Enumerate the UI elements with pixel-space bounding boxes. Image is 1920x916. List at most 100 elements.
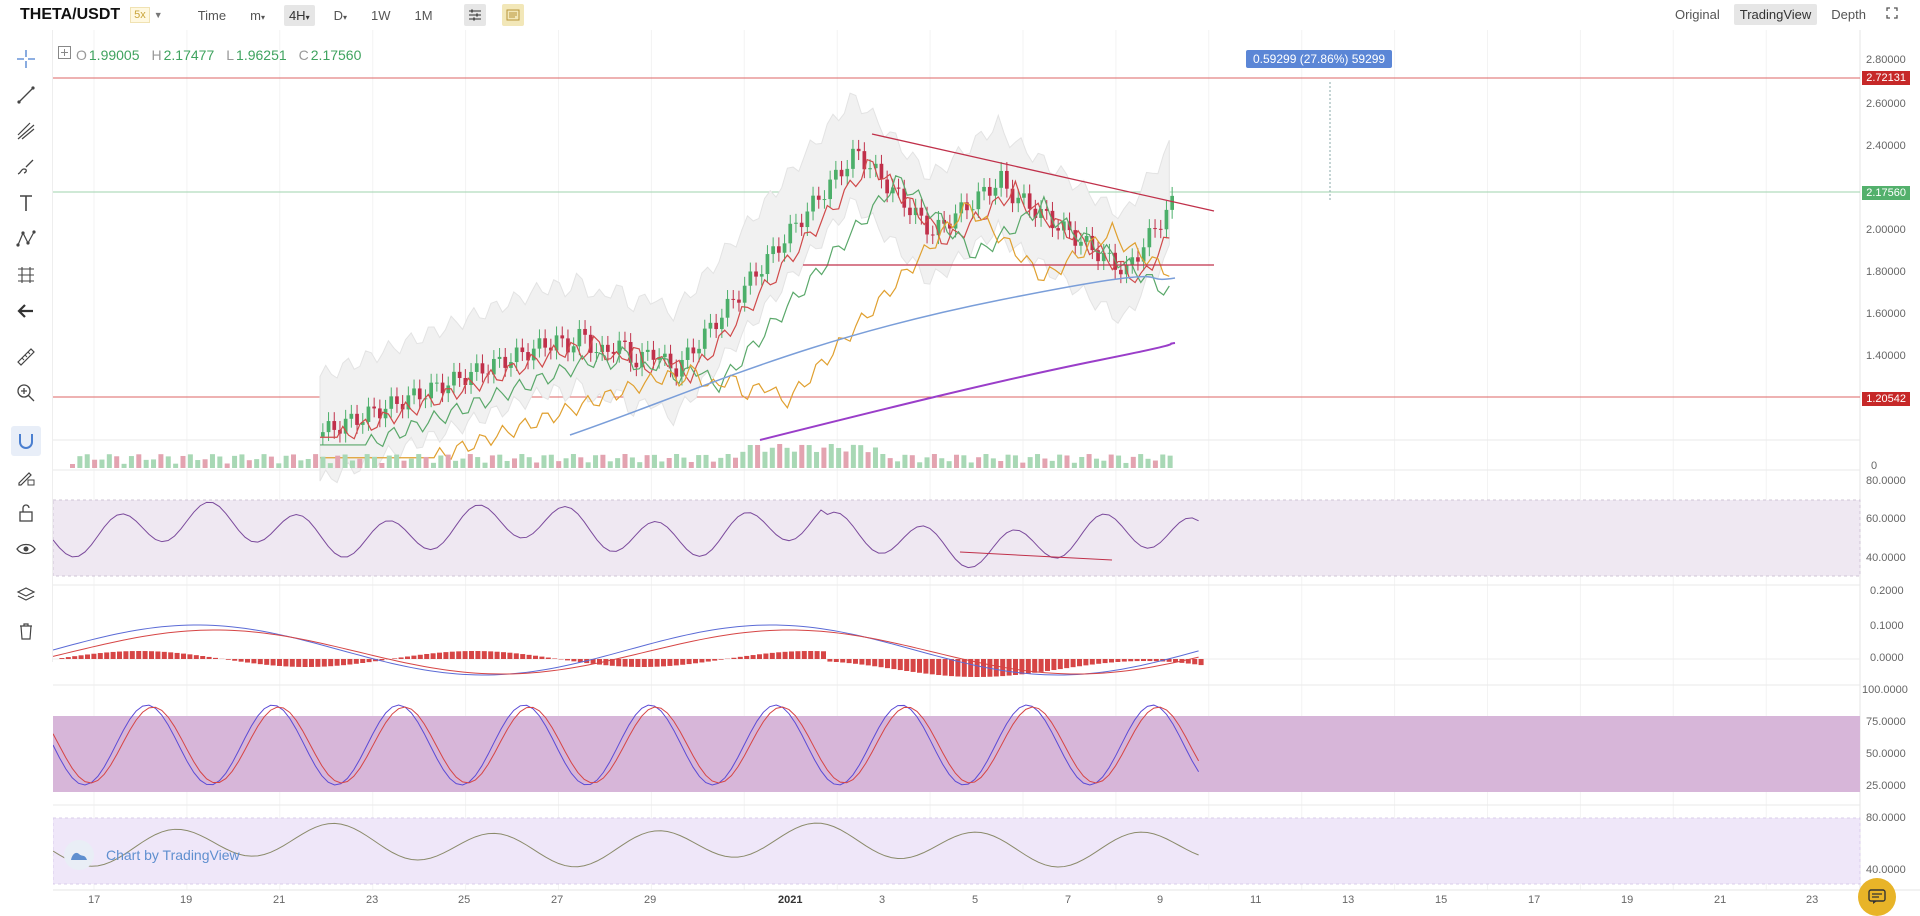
indicators-icon[interactable] bbox=[502, 4, 524, 26]
ohlc-low-label: L bbox=[226, 47, 234, 63]
macd-histogram-bar bbox=[1083, 659, 1088, 665]
volume-bar bbox=[792, 452, 797, 468]
candle-body bbox=[697, 349, 701, 354]
macd-histogram-bar bbox=[232, 659, 237, 661]
price-chart[interactable] bbox=[53, 30, 1920, 910]
zoom-icon[interactable] bbox=[11, 378, 41, 408]
time-axis-label: 27 bbox=[551, 894, 563, 906]
high-line-price-tag: 2.72131 bbox=[1862, 71, 1910, 85]
volume-bar bbox=[343, 454, 348, 468]
crosshair-icon[interactable] bbox=[11, 44, 41, 74]
interval-minutes[interactable]: m▾ bbox=[245, 5, 270, 26]
candle-body bbox=[635, 363, 639, 367]
volume-bar bbox=[1057, 455, 1062, 468]
volume-bar bbox=[379, 463, 384, 468]
lock-draw-icon[interactable] bbox=[11, 462, 41, 492]
measure-tool-icon[interactable] bbox=[11, 260, 41, 290]
volume-bar bbox=[357, 459, 362, 468]
back-arrow-icon[interactable] bbox=[11, 296, 41, 326]
macd-histogram-bar bbox=[808, 651, 813, 659]
macd-histogram-bar bbox=[277, 659, 282, 666]
macd-histogram-bar bbox=[802, 651, 807, 659]
macd-histogram-bar bbox=[168, 652, 173, 659]
interval-month[interactable]: 1M bbox=[410, 5, 438, 26]
macd-histogram-bar bbox=[264, 659, 269, 665]
tradingview-watermark[interactable]: Chart by TradingView bbox=[64, 840, 240, 870]
volume-bar bbox=[821, 448, 826, 468]
volume-bar bbox=[858, 445, 863, 468]
candle-body bbox=[760, 274, 764, 277]
volume-bar bbox=[1109, 455, 1114, 468]
macd-histogram-bar bbox=[539, 657, 544, 659]
brush-icon[interactable] bbox=[11, 152, 41, 182]
low-line-price-tag: 1.20542 bbox=[1862, 392, 1910, 406]
leverage-badge[interactable]: 5x bbox=[130, 7, 150, 23]
candle-body bbox=[1016, 198, 1020, 203]
volume-bar bbox=[674, 454, 679, 468]
macd-histogram-bar bbox=[245, 659, 250, 663]
view-depth[interactable]: Depth bbox=[1825, 4, 1872, 25]
interval-4h[interactable]: 4H▾ bbox=[284, 5, 315, 26]
eye-icon[interactable] bbox=[11, 534, 41, 564]
symbol-title[interactable]: THETA/USDT bbox=[20, 6, 120, 24]
interval-day[interactable]: D▾ bbox=[329, 5, 352, 26]
trendline-icon[interactable] bbox=[11, 80, 41, 110]
ruler-icon[interactable] bbox=[11, 342, 41, 372]
volume-bar bbox=[210, 454, 215, 468]
macd-histogram-bar bbox=[437, 653, 442, 659]
layers-icon[interactable] bbox=[11, 580, 41, 610]
interval-time[interactable]: Time bbox=[193, 5, 231, 26]
top-toolbar: THETA/USDT 5x ▼ Time m▾ 4H▾ D▾ 1W 1M Ori… bbox=[0, 0, 1920, 30]
macd-histogram-bar bbox=[1071, 659, 1076, 667]
volume-bar bbox=[225, 463, 230, 468]
fullscreen-icon[interactable] bbox=[1880, 4, 1904, 25]
settings-sliders-icon[interactable] bbox=[464, 4, 486, 26]
trash-icon[interactable] bbox=[11, 616, 41, 646]
time-axis-label: 19 bbox=[1621, 894, 1633, 906]
view-tradingview[interactable]: TradingView bbox=[1734, 4, 1818, 25]
macd-histogram-bar bbox=[431, 653, 436, 659]
volume-bar bbox=[446, 455, 451, 468]
volume-bar bbox=[350, 461, 355, 468]
candle-body bbox=[811, 196, 815, 212]
volume-bar bbox=[107, 454, 112, 468]
view-original[interactable]: Original bbox=[1669, 4, 1726, 25]
candle-body bbox=[515, 348, 519, 363]
text-icon[interactable] bbox=[11, 188, 41, 218]
time-axis-label: 17 bbox=[1528, 894, 1540, 906]
macd-histogram-bar bbox=[1192, 659, 1197, 664]
unlock-icon[interactable] bbox=[11, 498, 41, 528]
candle-body bbox=[771, 246, 775, 254]
price-axis-label: 1.60000 bbox=[1866, 308, 1906, 320]
volume-bar bbox=[217, 456, 222, 468]
volume-bar bbox=[92, 460, 97, 468]
pattern-icon[interactable] bbox=[11, 224, 41, 254]
macd-histogram-bar bbox=[667, 659, 672, 666]
volume-bar bbox=[387, 456, 392, 468]
ohlc-settings-icon[interactable] bbox=[58, 46, 72, 63]
interval-week[interactable]: 1W bbox=[366, 5, 396, 26]
macd-histogram-bar bbox=[104, 652, 109, 659]
macd-histogram-bar bbox=[341, 659, 346, 665]
chat-icon[interactable] bbox=[1858, 878, 1896, 916]
candle-body bbox=[532, 349, 536, 361]
volume-bar bbox=[320, 457, 325, 468]
macd-histogram-bar bbox=[911, 659, 916, 672]
macd-histogram-bar bbox=[424, 654, 429, 659]
macd-histogram-bar bbox=[738, 657, 743, 659]
symbol-dropdown-icon[interactable]: ▼ bbox=[154, 10, 163, 20]
candle-body bbox=[606, 345, 610, 352]
macd-histogram-bar bbox=[898, 659, 903, 670]
time-axis-label: 17 bbox=[88, 894, 100, 906]
macd-histogram-bar bbox=[1019, 659, 1024, 674]
volume-bar bbox=[505, 461, 510, 468]
pitchfork-icon[interactable] bbox=[11, 116, 41, 146]
price-axis-label: 1.40000 bbox=[1866, 350, 1906, 362]
volume-bar bbox=[402, 461, 407, 468]
magnet-icon[interactable] bbox=[11, 426, 41, 456]
volume-bar bbox=[681, 458, 686, 468]
volume-bar bbox=[600, 455, 605, 468]
macd-histogram-bar bbox=[552, 658, 557, 659]
osc-axis-label: 80.0000 bbox=[1866, 812, 1906, 824]
